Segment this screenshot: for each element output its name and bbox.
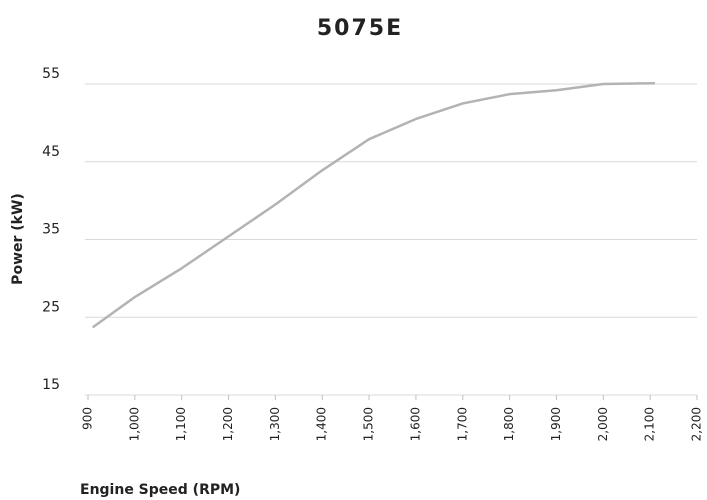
x-tick-label: 2,100 bbox=[643, 407, 657, 441]
y-tick-label: 55 bbox=[42, 66, 60, 82]
line-series bbox=[91, 81, 655, 329]
x-tick-label: 2,200 bbox=[690, 407, 704, 441]
x-tick-label: 1,900 bbox=[549, 407, 563, 441]
y-tick-label: 25 bbox=[42, 299, 60, 315]
x-tick-label: 1,100 bbox=[174, 407, 188, 441]
x-tick-label: 900 bbox=[81, 407, 95, 430]
x-tick-label: 1,000 bbox=[127, 407, 141, 441]
x-axis-title: Engine Speed (RPM) bbox=[80, 482, 240, 498]
x-tick-label: 1,800 bbox=[502, 407, 516, 441]
x-tick-label: 1,300 bbox=[268, 407, 282, 441]
y-tick-label: 15 bbox=[42, 377, 60, 393]
x-tick-label: 2,000 bbox=[596, 407, 610, 441]
y-tick-label: 35 bbox=[42, 222, 60, 238]
y-tick-label: 45 bbox=[42, 144, 60, 160]
y-axis-title: Power (kW) bbox=[10, 193, 26, 285]
x-tick-label: 1,400 bbox=[315, 407, 329, 441]
x-tick-label: 1,600 bbox=[408, 407, 422, 441]
chart-title: 5075E bbox=[317, 16, 403, 41]
x-tick-label: 1,500 bbox=[362, 407, 376, 441]
x-tick-label: 1,700 bbox=[455, 407, 469, 441]
x-tick-label: 1,200 bbox=[221, 407, 235, 441]
